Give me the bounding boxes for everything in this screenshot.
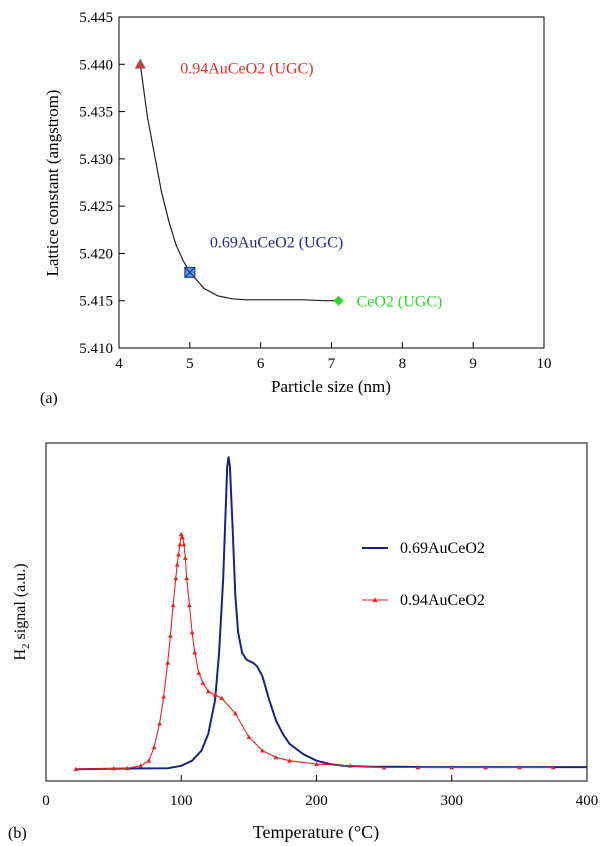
- panel-a-point-marker-cross: [184, 266, 196, 278]
- panel-b-series-point: [192, 650, 198, 655]
- panel-b-series-point: [138, 763, 144, 768]
- panel-b-series-line: [75, 456, 587, 771]
- panel-b-series-point: [182, 555, 188, 560]
- panel-b-series-point: [184, 575, 190, 581]
- panel-b-legend: 0.69AuCeO2 0.94AuCeO2: [362, 540, 485, 609]
- panel-b-series-point: [178, 531, 184, 537]
- panel-a-ticks: 4 5 6 7 8 9 10 5.410 5.415 5.420 5.425 5.430 5.435 5.…: [79, 10, 551, 372]
- panel-b-series-point: [161, 694, 167, 699]
- panel-a-xlabel: Particle size (nm): [271, 377, 391, 396]
- panel-b-series-point: [232, 711, 238, 716]
- panel-b-xlabel: Temperature (°C): [253, 822, 379, 843]
- panel-a-ytick-label: 5.445: [79, 10, 113, 26]
- panel-a-xtick-label: 7: [328, 356, 336, 372]
- panel-a-fit-curve: [139, 64, 339, 302]
- panel-b-series-point: [347, 763, 353, 768]
- panel-b-series-point: [176, 552, 181, 557]
- panel-a-ylabel: Lattice constant (angstrom): [43, 90, 62, 277]
- panel-b-ylabel-rest: signal (a.u.): [12, 563, 29, 643]
- panel-b-ylabel-main: H: [12, 649, 29, 661]
- panel-a-xtick-label: 5: [186, 356, 194, 372]
- panel-a-point-label: 0.69AuCeO2 (UGC): [210, 234, 343, 251]
- panel-a: Lattice constant (angstrom) Particle siz…: [40, 10, 552, 407]
- panel-b-series-point: [483, 765, 488, 770]
- panel-b-series-line: [75, 532, 554, 770]
- panel-a-xtick-label: 9: [469, 356, 477, 372]
- panel-a-point-marker: [333, 295, 344, 306]
- panel-b-legend-label: 0.69AuCeO2: [400, 540, 485, 557]
- panel-b-series-point: [415, 765, 421, 770]
- panel-b: H2 signal (a.u.) Temperature (°C) (b) 0 1…: [8, 442, 598, 843]
- panel-b-label: (b): [8, 825, 27, 842]
- panel-a-xtick-label: 8: [399, 356, 407, 372]
- panel-b-xtick-label: 100: [170, 793, 193, 809]
- panel-a-ytick-label: 5.410: [79, 341, 113, 357]
- panel-b-series-point: [381, 765, 387, 770]
- panel-b-plot-frame: [45, 442, 588, 782]
- panel-b-legend-label: 0.94AuCeO2: [400, 592, 485, 609]
- panel-a-ytick-label: 5.430: [79, 152, 113, 168]
- panel-b-series-point: [314, 761, 319, 767]
- panel-a-ytick-label: 5.435: [79, 105, 113, 121]
- panel-b-series-point: [174, 562, 180, 567]
- panel-b-series-point: [516, 765, 522, 770]
- panel-b-series-point: [168, 633, 173, 638]
- panel-b-ticks: 0 100 200 300 400: [42, 775, 598, 809]
- panel-a-point-label: CeO2 (UGC): [357, 294, 443, 311]
- panel-a-point-label: 0.94AuCeO2 (UGC): [180, 60, 313, 77]
- panel-b-series-point: [146, 758, 152, 763]
- panel-b-xlabel-main: Temperature (: [253, 822, 354, 843]
- panel-b-ylabel: H2 signal (a.u.): [12, 563, 32, 660]
- panel-b-series-point: [157, 721, 163, 726]
- panel-b-series-point: [181, 542, 187, 547]
- panel-b-series-point: [219, 695, 225, 701]
- panel-a-ytick-label: 5.415: [79, 294, 113, 310]
- panel-b-series-point: [246, 734, 252, 739]
- panel-b-series-point: [260, 748, 265, 753]
- panel-b-series-point: [165, 660, 171, 665]
- panel-a-point-marker: [134, 58, 146, 69]
- panel-b-series-point: [449, 765, 455, 770]
- panel-b-series-point: [173, 575, 179, 581]
- panel-a-xtick-label: 10: [537, 356, 552, 372]
- panel-a-ytick-label: 5.440: [79, 57, 113, 73]
- panel-a-xtick-label: 4: [115, 356, 123, 372]
- panel-b-ylabel-sub: 2: [20, 643, 32, 649]
- panel-a-xtick-label: 6: [257, 356, 265, 372]
- panel-b-series-point: [550, 765, 556, 770]
- panel-b-series-point: [180, 535, 186, 540]
- panel-a-points: 0.94AuCeO2 (UGC) 0.69AuCeO2 (UGC) CeO2 (UG…: [134, 58, 443, 311]
- panel-b-xlabel-close: ): [373, 822, 379, 843]
- panel-a-label: (a): [40, 390, 58, 407]
- panel-b-series-point: [186, 602, 192, 608]
- panel-b-series-point: [200, 680, 206, 685]
- panel-b-series-point: [287, 758, 292, 763]
- panel-a-ytick-label: 5.420: [79, 246, 113, 262]
- panel-b-xlabel-unit: °C: [354, 822, 373, 842]
- panel-a-ytick-label: 5.425: [79, 199, 113, 215]
- panel-b-series-point: [196, 670, 202, 675]
- panel-b-series-point: [73, 766, 79, 772]
- panel-b-series-point: [212, 692, 218, 697]
- panel-b-xtick-label: 300: [441, 793, 464, 809]
- panel-b-series-point: [205, 689, 211, 694]
- panel-b-series-point: [111, 766, 117, 771]
- panel-b-xtick-label: 200: [305, 793, 328, 809]
- panel-b-legend-marker: [372, 597, 378, 603]
- panel-b-series-point: [170, 602, 176, 608]
- panel-b-series-point: [189, 629, 195, 635]
- panel-b-series-point: [273, 754, 279, 760]
- panel-a-point-marker: [184, 266, 196, 278]
- panel-b-xtick-label: 0: [42, 793, 50, 809]
- panel-b-series-point: [177, 542, 183, 547]
- panel-b-series: [73, 456, 587, 772]
- panel-b-series-point: [151, 744, 157, 750]
- panel-b-xtick-label: 400: [576, 793, 599, 809]
- panel-b-series-point: [124, 765, 130, 771]
